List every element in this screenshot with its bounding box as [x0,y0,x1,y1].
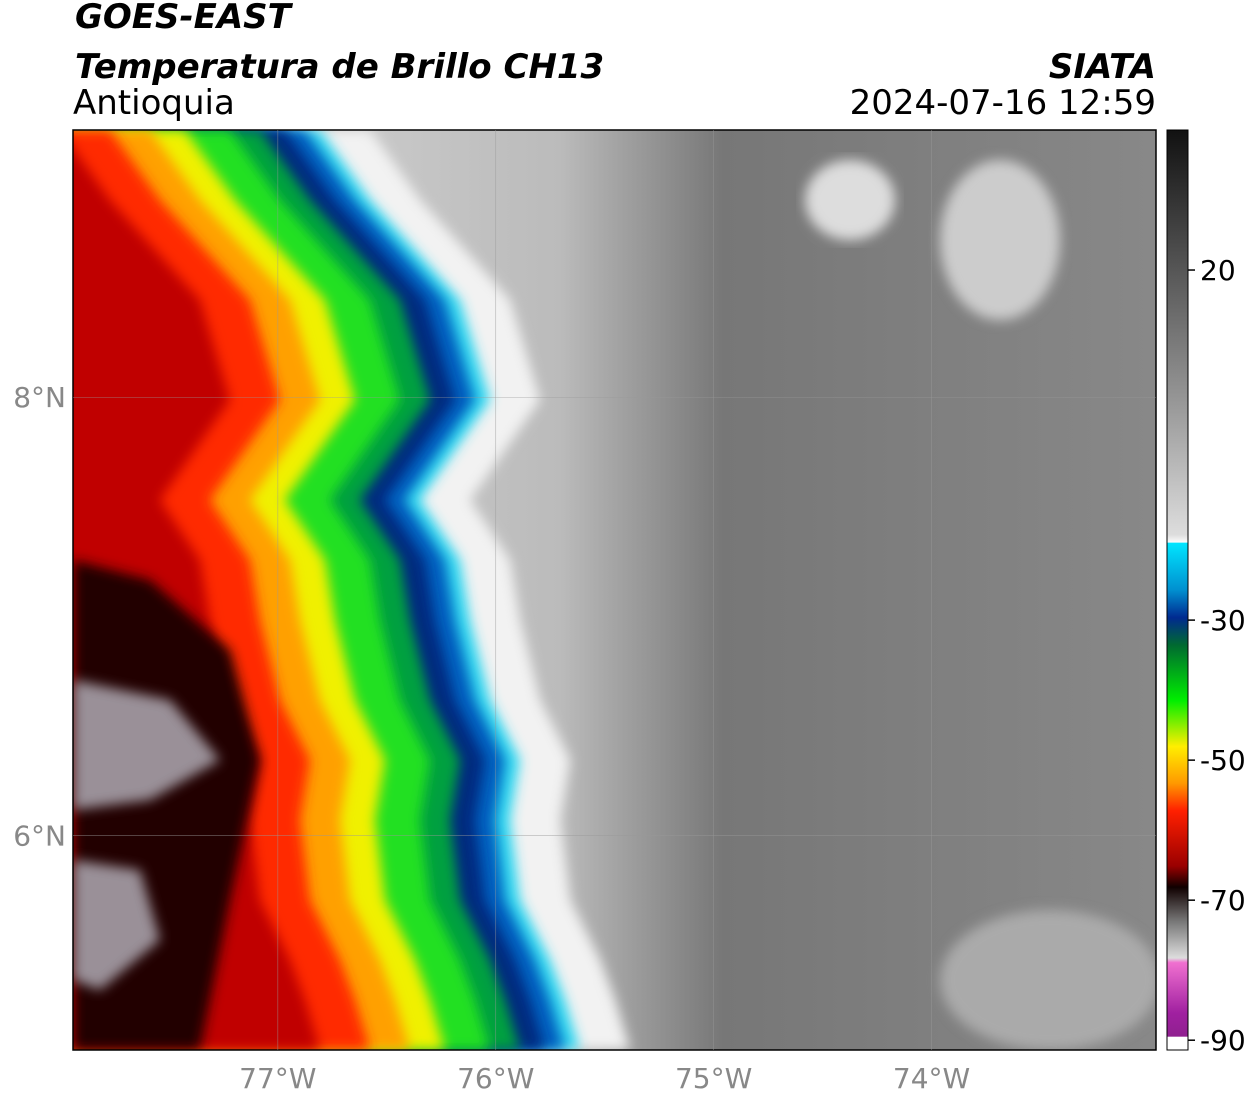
title: GOES-EAST [75,0,294,37]
colorbar-tick-label: -30 [1200,604,1246,637]
x-tick-label: 77°W [239,1062,316,1095]
x-tick-label: 74°W [893,1062,970,1095]
y-tick-label: 6°N [13,819,66,852]
cloud-patch [940,160,1060,320]
colorbar-tick-label: -50 [1200,744,1246,777]
colorbar [1166,129,1189,1051]
satellite-image [73,130,1156,1050]
subtitle: Temperatura de Brillo CH13 [75,47,604,87]
x-tick-label: 75°W [675,1062,752,1095]
region: Antioquia [73,83,235,123]
cold-core [73,680,220,990]
colorbar-tick-label: 20 [1200,254,1236,287]
cloud-patch [940,910,1156,1050]
colorbar-tick-label: -90 [1200,1024,1246,1057]
cloud-patch [805,160,895,240]
source: SIATA [1049,47,1156,87]
map-frame [72,129,1157,1051]
x-tick-label: 76°W [457,1062,534,1095]
datetime: 2024-07-16 12:59 [850,83,1156,123]
y-tick-label: 8°N [13,381,66,414]
colorbar-tick-label: -70 [1200,884,1246,917]
